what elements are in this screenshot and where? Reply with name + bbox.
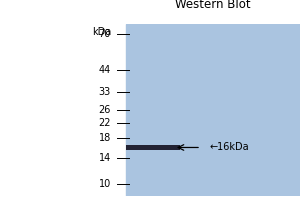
Text: ←16kDa: ←16kDa [210,142,250,152]
Text: 70: 70 [99,29,111,39]
Text: 22: 22 [98,118,111,128]
Text: 18: 18 [99,133,111,143]
Text: kDa: kDa [92,27,111,37]
Text: 33: 33 [99,87,111,97]
Text: 14: 14 [99,153,111,163]
Bar [126,24,300,196]
Text: 44: 44 [99,65,111,75]
Text: Western Blot: Western Blot [175,0,251,11]
Bar [126,145,180,150]
Text: 26: 26 [99,105,111,115]
Text: 10: 10 [99,179,111,189]
